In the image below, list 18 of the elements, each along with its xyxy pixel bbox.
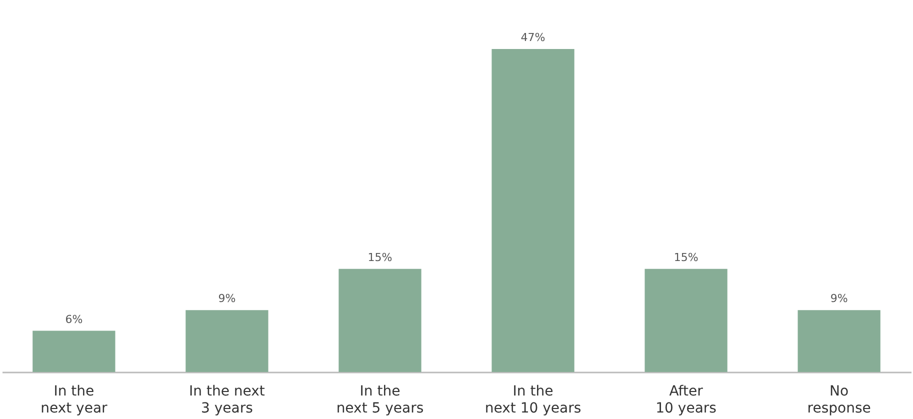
x-tick-label: No response — [807, 384, 871, 416]
bar — [644, 268, 728, 372]
bar — [492, 49, 574, 372]
bar — [798, 310, 880, 372]
bar — [186, 310, 268, 372]
data-label: 15% — [674, 250, 698, 264]
bar — [338, 268, 422, 372]
data-label: 15% — [368, 250, 392, 264]
data-label: 9% — [218, 292, 236, 306]
data-label: 6% — [65, 312, 83, 326]
x-tick-label: In the next 10 years — [484, 384, 582, 416]
data-label: 9% — [830, 292, 848, 306]
x-tick-label: In the next year — [40, 384, 108, 416]
x-tick-label: In the next 3 years — [189, 384, 266, 416]
x-tick-label: In the next 5 years — [336, 384, 424, 416]
bar — [32, 330, 116, 372]
data-label: 47% — [520, 31, 546, 44]
x-tick-label: After 10 years — [656, 384, 716, 416]
